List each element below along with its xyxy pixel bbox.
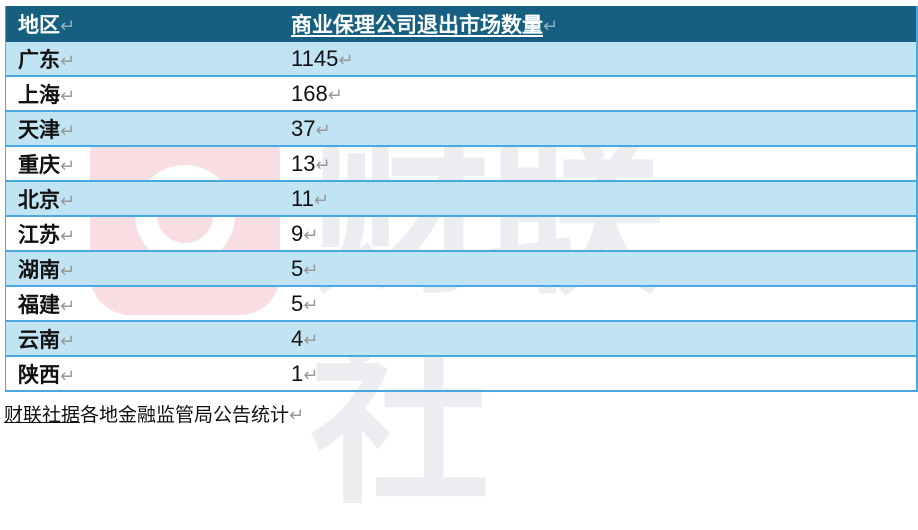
count-cell: 168↵ bbox=[291, 80, 343, 106]
header-region: 地区↵ bbox=[18, 13, 76, 37]
region-cell: 天津↵ bbox=[18, 117, 76, 142]
region-cell: 重庆↵ bbox=[18, 152, 76, 177]
count-cell: 5↵ bbox=[291, 290, 319, 316]
count-cell: 11↵ bbox=[291, 185, 329, 211]
table-row: 北京↵ 11↵ bbox=[6, 182, 916, 217]
table-row: 湖南↵ 5↵ bbox=[6, 252, 916, 287]
count-cell: 4↵ bbox=[291, 325, 319, 351]
table-row: 陕西↵ 1↵ bbox=[6, 357, 916, 392]
table-row: 天津↵ 37↵ bbox=[6, 112, 916, 147]
region-cell: 陕西↵ bbox=[18, 362, 76, 387]
table-row: 云南↵ 4↵ bbox=[6, 322, 916, 357]
data-table: 地区↵ 商业保理公司退出市场数量↵ 广东↵ 1145↵ 上海↵ 168↵ 天津↵ 37↵ 重… bbox=[5, 6, 918, 392]
region-cell: 云南↵ bbox=[18, 327, 76, 352]
count-cell: 5↵ bbox=[291, 255, 319, 281]
region-cell: 广东↵ bbox=[18, 47, 76, 72]
table-row: 江苏↵ 9↵ bbox=[6, 217, 916, 252]
table-row: 福建↵ 5↵ bbox=[6, 287, 916, 322]
region-cell: 湖南↵ bbox=[18, 257, 76, 282]
count-cell: 37↵ bbox=[291, 115, 331, 141]
table-row: 广东↵ 1145↵ bbox=[6, 42, 916, 77]
table-header-row: 地区↵ 商业保理公司退出市场数量↵ bbox=[6, 6, 916, 42]
source-note: 财联社据各地金融监管局公告统计↵ bbox=[4, 404, 305, 426]
table-row: 重庆↵ 13↵ bbox=[6, 147, 916, 182]
region-cell: 北京↵ bbox=[18, 187, 76, 212]
region-cell: 上海↵ bbox=[18, 82, 76, 107]
count-cell: 1↵ bbox=[291, 360, 319, 386]
region-cell: 江苏↵ bbox=[18, 222, 76, 247]
count-cell: 13↵ bbox=[291, 150, 331, 176]
table-row: 上海↵ 168↵ bbox=[6, 77, 916, 112]
region-cell: 福建↵ bbox=[18, 292, 76, 317]
count-cell: 1145↵ bbox=[291, 45, 354, 71]
header-count: 商业保理公司退出市场数量↵ bbox=[291, 13, 559, 37]
count-cell: 9↵ bbox=[291, 220, 319, 246]
